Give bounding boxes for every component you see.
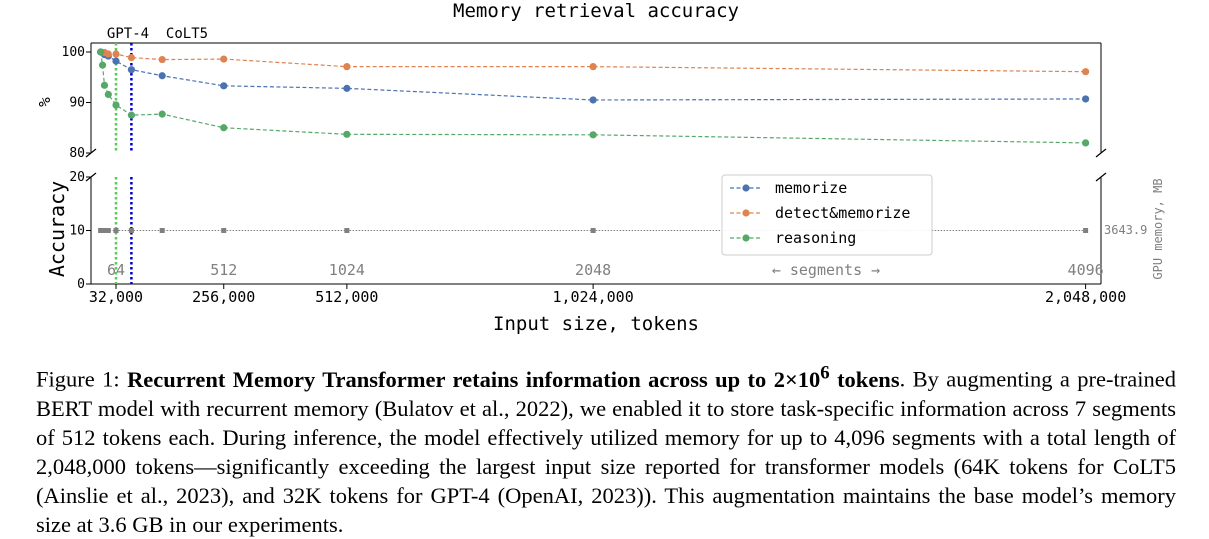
- series-point-memorize: [158, 72, 166, 80]
- series-point-memorize: [1082, 95, 1090, 103]
- caption-bold-text: Recurrent Memory Transformer retains inf…: [127, 366, 821, 392]
- legend-label: detect&memorize: [775, 204, 910, 222]
- series-point-detect&memorize: [1082, 68, 1090, 76]
- series-point-memorize: [589, 96, 597, 104]
- legend: memorize detect&memorize reasoning: [721, 174, 933, 256]
- x-tick-label: 512,000: [315, 288, 378, 306]
- segments-tick-label: 512: [210, 261, 237, 279]
- gpu-memory-point: [1083, 228, 1089, 233]
- series-point-detect&memorize: [127, 53, 135, 62]
- reference-vlines: [114, 43, 133, 284]
- memory-retrieval-chart: Memory retrieval accuracy GPT-4 CoLT5 80…: [35, 0, 1165, 335]
- series-point-detect&memorize: [158, 55, 166, 64]
- x-axis-label: Input size, tokens: [493, 313, 699, 335]
- gpu-memory-series: [98, 228, 1089, 233]
- gpu-memory-point: [159, 228, 165, 233]
- series-point-reasoning: [112, 101, 120, 109]
- upper-y-tick-label: 90: [69, 96, 85, 111]
- series-point-reasoning: [104, 90, 112, 99]
- series-point-memorize: [127, 66, 135, 74]
- legend-label: reasoning: [775, 229, 856, 247]
- series-point-reasoning: [220, 124, 228, 132]
- x-tick-label: 1,024,000: [552, 288, 633, 306]
- series-point-detect&memorize: [220, 55, 228, 63]
- series-point-detect&memorize: [104, 50, 112, 58]
- segments-tick-label: 1024: [329, 261, 365, 279]
- series-point-reasoning: [158, 110, 166, 118]
- y-axis-top-label: %: [35, 97, 54, 107]
- lower-y-tick-label: 20: [69, 170, 85, 185]
- legend-marker: [742, 184, 750, 192]
- x-tick-label: 256,000: [192, 288, 255, 306]
- segments-label: ← segments →: [772, 261, 880, 279]
- lower-y-tick-label: 0: [77, 277, 85, 292]
- x-tick-label: 32,000: [89, 288, 143, 306]
- lower-y-ticks: 0 10 20: [69, 170, 91, 292]
- gpu-memory-point: [128, 228, 134, 233]
- series-point-detect&memorize: [112, 50, 120, 58]
- gpu-memory-point: [344, 228, 350, 233]
- colt5-label: CoLT5: [166, 26, 208, 42]
- series-point-memorize: [220, 82, 228, 90]
- series-point-reasoning: [1082, 139, 1090, 147]
- series-point-detect&memorize: [589, 63, 597, 71]
- series-point-reasoning: [98, 61, 107, 69]
- series-point-reasoning: [100, 81, 109, 89]
- series-point-memorize: [112, 57, 120, 65]
- gpu-memory-point: [590, 228, 596, 233]
- upper-y-ticks: 80 90 100: [62, 45, 91, 161]
- y2-axis-label: GPU memory, MB: [1151, 178, 1165, 279]
- segments-tick-label: 4096: [1068, 261, 1104, 279]
- series-point-reasoning: [343, 130, 351, 138]
- caption-bold-sup: 6: [820, 362, 830, 383]
- y-axis-label: Accuracy: [45, 181, 69, 277]
- upper-panel-frame: [90, 42, 1102, 153]
- segments-ticks: 64 512 1024 2048 4096: [107, 261, 1104, 279]
- lower-y-tick-label: 10: [69, 224, 85, 239]
- gpu-memory-point: [101, 228, 107, 233]
- series-point-reasoning: [127, 111, 135, 119]
- x-tick-label: 2,048,000: [1045, 288, 1126, 306]
- caption-bold-end: tokens: [829, 366, 900, 392]
- chart-title: Memory retrieval accuracy: [453, 0, 739, 22]
- legend-label: memorize: [775, 179, 847, 197]
- upper-y-tick-label: 100: [62, 45, 85, 60]
- upper-y-tick-label: 80: [69, 146, 85, 161]
- legend-marker: [742, 234, 750, 242]
- caption-rest: . By augmenting a pre-trained BERT model…: [36, 366, 1176, 537]
- accuracy-series: [97, 48, 1090, 147]
- series-line-detect&memorize: [100, 51, 1086, 73]
- series-line-memorize: [100, 51, 1086, 101]
- series-point-reasoning: [589, 131, 597, 139]
- gpu-memory-value: 3643.9: [1104, 223, 1147, 237]
- figure-caption: Figure 1: Recurrent Memory Transformer r…: [36, 358, 1176, 539]
- series-point-detect&memorize: [343, 63, 351, 71]
- caption-prefix: Figure 1:: [36, 366, 128, 392]
- axis-break-marks: [85, 148, 1107, 182]
- segments-tick-label: 64: [107, 261, 125, 279]
- series-point-reasoning: [97, 48, 105, 56]
- segments-tick-label: 2048: [575, 261, 611, 279]
- x-ticks: 32,000 256,000 512,000 1,024,000 2,048,000: [89, 284, 1126, 306]
- legend-marker: [742, 209, 750, 217]
- series-point-memorize: [343, 84, 351, 92]
- gpu-memory-point: [113, 228, 119, 233]
- gpu-memory-point: [221, 228, 227, 233]
- gpu-memory-point: [105, 228, 111, 233]
- caption-bold: Recurrent Memory Transformer retains inf…: [127, 362, 900, 392]
- gpt4-label: GPT-4: [107, 26, 149, 42]
